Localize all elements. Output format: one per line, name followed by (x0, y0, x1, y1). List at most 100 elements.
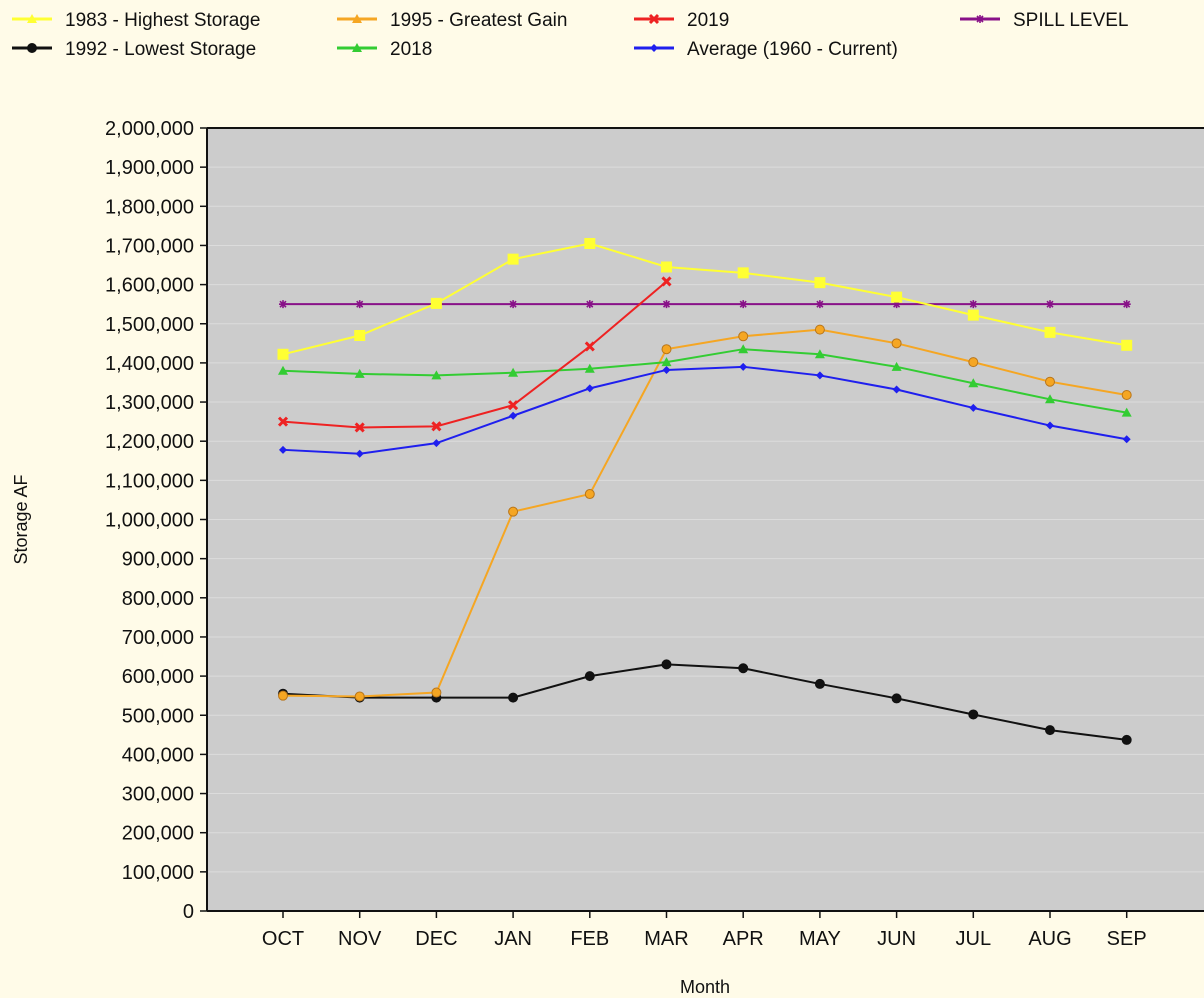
data-point-spill-level-jul (969, 300, 978, 309)
x-axis-title: Month (680, 977, 730, 997)
data-point-1995-greatest-gain-oct (278, 690, 288, 701)
data-point-1992-lowest-storage-sep (1121, 734, 1132, 745)
series-spill-level (279, 300, 1131, 309)
data-point-2019-dec (431, 421, 442, 432)
data-point-spill-level-jun (892, 300, 901, 309)
data-point-1995-greatest-gain-mar (661, 344, 672, 355)
data-point-spill-level-mar (662, 300, 671, 309)
data-point-1992-lowest-storage-mar (661, 659, 672, 670)
x-axis-ticks: OCT NOV DEC JAN FEB MAR APR MAY JUN JUL AUG SEP (262, 911, 1147, 950)
y-tick-label: 1,000,000 (105, 510, 194, 532)
x-tick-label-mar: MAR (644, 928, 688, 950)
data-point-spill-level-nov (355, 300, 364, 309)
series-2018 (278, 344, 1132, 417)
data-point-2018-feb (584, 363, 595, 373)
data-point-2018-aug (1045, 394, 1055, 404)
data-point-2018-dec (431, 370, 442, 380)
legend-marker (27, 43, 37, 53)
data-point-2019-mar (661, 276, 672, 287)
data-point-1995-greatest-gain-apr (738, 331, 749, 342)
data-point-1995-greatest-gain-dec (431, 687, 442, 698)
y-tick-label: 0 (183, 901, 194, 923)
data-point-2018-sep (1121, 407, 1132, 417)
y-tick-label: 600,000 (122, 666, 194, 688)
gridlines (207, 127, 1204, 873)
y-tick-label: 300,000 (122, 784, 194, 806)
data-point-2018-mar (661, 357, 672, 367)
data-point-1995-greatest-gain-feb (584, 489, 595, 500)
data-point-average-1960-current-aug (1046, 421, 1054, 430)
legend-label: Average (1960 - Current) (687, 39, 898, 60)
legend-label: 1992 - Lowest Storage (65, 39, 256, 60)
x-tick-label-jan: JAN (494, 928, 532, 950)
legend-marker (352, 14, 362, 23)
series-1992-lowest-storage (278, 659, 1132, 745)
data-point-1983-highest-storage-mar (661, 261, 672, 273)
data-point-1992-lowest-storage-aug (1045, 725, 1055, 736)
y-tick-label: 1,400,000 (105, 353, 194, 375)
data-point-average-1960-current-jun (892, 385, 901, 394)
data-point-1992-lowest-storage-feb (584, 671, 595, 682)
data-point-2018-nov (354, 368, 365, 378)
data-point-average-1960-current-jan (509, 411, 518, 420)
legend-marker (648, 13, 660, 25)
data-point-average-1960-current-sep (1122, 435, 1131, 444)
y-tick-label: 100,000 (122, 862, 194, 884)
data-point-1983-highest-storage-apr (737, 267, 749, 279)
series-line-2018 (282, 348, 1127, 414)
data-point-2018-jul (968, 378, 979, 388)
data-point-average-1960-current-mar (662, 365, 671, 374)
data-point-1995-greatest-gain-may (814, 324, 825, 335)
y-tick-label: 1,500,000 (105, 314, 194, 336)
y-tick-label: 1,300,000 (105, 392, 194, 414)
y-tick-label: 1,600,000 (105, 275, 194, 297)
data-point-spill-level-sep (1122, 300, 1131, 309)
legend-item-1992-lowest-storage: 1992 - Lowest Storage (12, 39, 256, 60)
data-point-1983-highest-storage-jun (891, 291, 903, 303)
data-point-average-1960-current-jul (969, 403, 978, 412)
data-point-2018-oct (278, 365, 288, 375)
legend-label: 1995 - Greatest Gain (390, 10, 567, 31)
data-point-spill-level-may (815, 300, 824, 309)
legend-item-2019: 2019 (634, 10, 729, 31)
series-line-average-1960-current (282, 365, 1127, 455)
y-tick-label: 1,200,000 (105, 431, 194, 453)
data-point-1992-lowest-storage-jul (968, 709, 979, 720)
y-tick-label: 1,900,000 (105, 157, 194, 179)
x-tick-label-jun: JUN (877, 928, 916, 950)
data-point-average-1960-current-apr (739, 362, 748, 371)
legend-marker (352, 43, 362, 52)
y-tick-label: 700,000 (122, 627, 194, 649)
y-tick-label: 2,000,000 (105, 118, 194, 140)
y-tick-label: 500,000 (122, 705, 194, 727)
data-point-1983-highest-storage-jan (507, 253, 519, 265)
legend-item-average-1960-current: Average (1960 - Current) (634, 39, 898, 60)
data-point-2018-jun (891, 361, 902, 371)
data-point-spill-level-aug (1046, 300, 1054, 309)
data-point-average-1960-current-feb (585, 384, 594, 393)
x-tick-label-aug: AUG (1028, 928, 1071, 950)
data-point-1992-lowest-storage-jan (508, 692, 519, 703)
data-point-1995-greatest-gain-nov (354, 691, 365, 702)
data-point-2019-jan (508, 400, 519, 411)
legend-label: SPILL LEVEL (1013, 10, 1128, 31)
data-point-1992-lowest-storage-apr (738, 663, 749, 674)
legend: 1983 - Highest Storage 1995 - Greatest Ga… (12, 10, 1128, 60)
legend-item-2018: 2018 (337, 39, 432, 60)
data-point-2018-apr (738, 344, 749, 354)
data-point-average-1960-current-dec (432, 439, 441, 448)
data-point-spill-level-feb (585, 300, 594, 309)
y-axis-title: Storage AF (11, 474, 31, 564)
data-point-1983-highest-storage-dec (430, 297, 442, 309)
data-point-average-1960-current-may (815, 371, 824, 380)
legend-label: 2018 (390, 39, 432, 60)
legend-marker (27, 14, 37, 23)
series-layer (277, 237, 1133, 745)
data-point-1983-highest-storage-nov (354, 329, 366, 341)
x-tick-label-may: MAY (799, 928, 841, 950)
data-point-1983-highest-storage-aug (1044, 326, 1056, 338)
data-point-1983-highest-storage-may (814, 277, 826, 289)
data-point-1983-highest-storage-feb (584, 237, 596, 249)
data-point-1983-highest-storage-jul (967, 309, 979, 321)
legend-item-1995-greatest-gain: 1995 - Greatest Gain (337, 10, 567, 31)
